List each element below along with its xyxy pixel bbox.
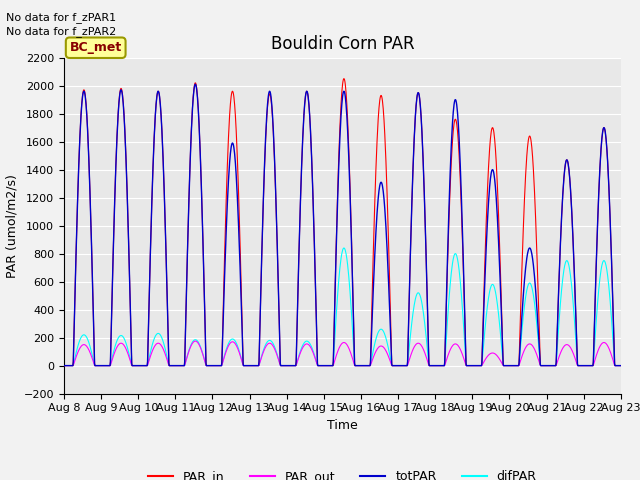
Text: No data for f_zPAR2: No data for f_zPAR2 (6, 26, 116, 37)
Text: No data for f_zPAR1: No data for f_zPAR1 (6, 12, 116, 23)
Text: BC_met: BC_met (70, 41, 122, 54)
Title: Bouldin Corn PAR: Bouldin Corn PAR (271, 35, 414, 53)
Y-axis label: PAR (umol/m2/s): PAR (umol/m2/s) (5, 174, 18, 277)
X-axis label: Time: Time (327, 419, 358, 432)
Legend: PAR_in, PAR_out, totPAR, difPAR: PAR_in, PAR_out, totPAR, difPAR (143, 465, 541, 480)
